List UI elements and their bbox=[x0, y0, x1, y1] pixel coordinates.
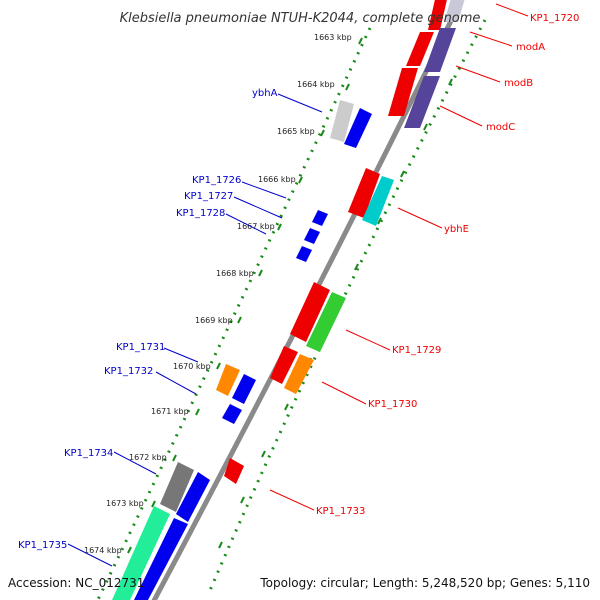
gene-kp1-1728[interactable] bbox=[296, 246, 312, 262]
tick-label-1668: 1668 kbp bbox=[216, 269, 254, 278]
gene-kp1-1729[interactable] bbox=[306, 292, 346, 352]
gene-ybhe-red[interactable] bbox=[348, 168, 380, 218]
gene-kp1-1734[interactable] bbox=[160, 462, 194, 512]
label-ybhe[interactable]: ybhE bbox=[444, 224, 469, 235]
tick-label-1663: 1663 kbp bbox=[314, 33, 352, 42]
right-gene-labels bbox=[269, 3, 529, 511]
inner-dotted-track bbox=[96, 27, 372, 600]
gene-moda[interactable] bbox=[406, 32, 434, 66]
gene-kp1-1734-blue[interactable] bbox=[176, 472, 210, 522]
label-modb[interactable]: modB bbox=[504, 78, 533, 89]
tick-label-1667: 1667 kbp bbox=[237, 222, 275, 231]
label-moda[interactable]: modA bbox=[516, 42, 545, 53]
label-kp1-1733[interactable]: KP1_1733 bbox=[316, 506, 365, 517]
label-kp1-1734[interactable]: KP1_1734 bbox=[64, 448, 113, 459]
gene-modb[interactable] bbox=[388, 68, 418, 116]
gene-modc[interactable] bbox=[404, 76, 440, 128]
tick-marks: 1663 kbp 1664 kbp 1665 kbp 1666 kbp 1667… bbox=[84, 33, 363, 555]
left-gene-labels bbox=[67, 93, 323, 567]
topology-text: Topology: circular; Length: 5,248,520 bp… bbox=[259, 576, 590, 590]
label-kp1-1720[interactable]: KP1_1720 bbox=[530, 13, 579, 24]
gene-kp1-1732[interactable] bbox=[222, 404, 242, 424]
left-gene-label-text: ybhA KP1_1726 KP1_1727 KP1_1728 KP1_1731… bbox=[18, 88, 278, 551]
tick-label-1674: 1674 kbp bbox=[84, 546, 122, 555]
gene-kp1-1726[interactable] bbox=[312, 210, 328, 226]
gene-kp1-1730-red[interactable] bbox=[270, 346, 298, 384]
gene-ybha[interactable] bbox=[330, 100, 354, 142]
label-kp1-1728[interactable]: KP1_1728 bbox=[176, 208, 225, 219]
tick-label-1673: 1673 kbp bbox=[106, 499, 144, 508]
map-title: Klebsiella pneumoniae NTUH-K2044, comple… bbox=[120, 11, 481, 26]
genes-outer bbox=[224, 0, 465, 484]
gene-kp1-1730[interactable] bbox=[284, 354, 314, 394]
gene-kp1-1729-red[interactable] bbox=[290, 282, 330, 342]
label-kp1-1729[interactable]: KP1_1729 bbox=[392, 345, 441, 356]
label-kp1-1730[interactable]: KP1_1730 bbox=[368, 399, 417, 410]
label-kp1-1731[interactable]: KP1_1731 bbox=[116, 342, 165, 353]
label-modc[interactable]: modC bbox=[486, 122, 515, 133]
right-gene-label-text: KP1_1720 modA modB modC ybhE KP1_1729 KP… bbox=[316, 13, 579, 517]
label-kp1-1732[interactable]: KP1_1732 bbox=[104, 366, 153, 377]
label-kp1-1727[interactable]: KP1_1727 bbox=[184, 191, 233, 202]
accession-text: Accession: NC_012731 bbox=[8, 576, 144, 590]
tick-label-1665: 1665 kbp bbox=[277, 127, 315, 136]
label-kp1-1735[interactable]: KP1_1735 bbox=[18, 540, 67, 551]
gene-ybhe[interactable] bbox=[362, 176, 394, 226]
gene-kp1-1727[interactable] bbox=[304, 228, 320, 244]
gene-moda-2[interactable] bbox=[424, 28, 456, 72]
gene-kp1-1735-blue[interactable] bbox=[134, 518, 188, 600]
gene-ybha-blue[interactable] bbox=[344, 108, 372, 148]
tick-label-1664: 1664 kbp bbox=[297, 80, 335, 89]
tick-label-1666: 1666 kbp bbox=[258, 175, 296, 184]
gene-kp1-1720-shadow bbox=[444, 0, 465, 22]
gene-kp1-1731[interactable] bbox=[216, 364, 240, 396]
gene-kp1-1720[interactable] bbox=[428, 0, 448, 30]
tick-label-1671: 1671 kbp bbox=[151, 407, 189, 416]
tick-label-1672: 1672 kbp bbox=[129, 453, 167, 462]
label-ybha[interactable]: ybhA bbox=[252, 88, 278, 99]
tick-label-1670: 1670 kbp bbox=[173, 362, 211, 371]
gene-kp1-1733[interactable] bbox=[224, 458, 244, 484]
tick-label-1669: 1669 kbp bbox=[195, 316, 233, 325]
label-kp1-1726[interactable]: KP1_1726 bbox=[192, 175, 241, 186]
genes-inner bbox=[112, 100, 372, 600]
gene-kp1-1731-blue[interactable] bbox=[232, 374, 256, 404]
gene-kp1-1735[interactable] bbox=[112, 506, 170, 600]
